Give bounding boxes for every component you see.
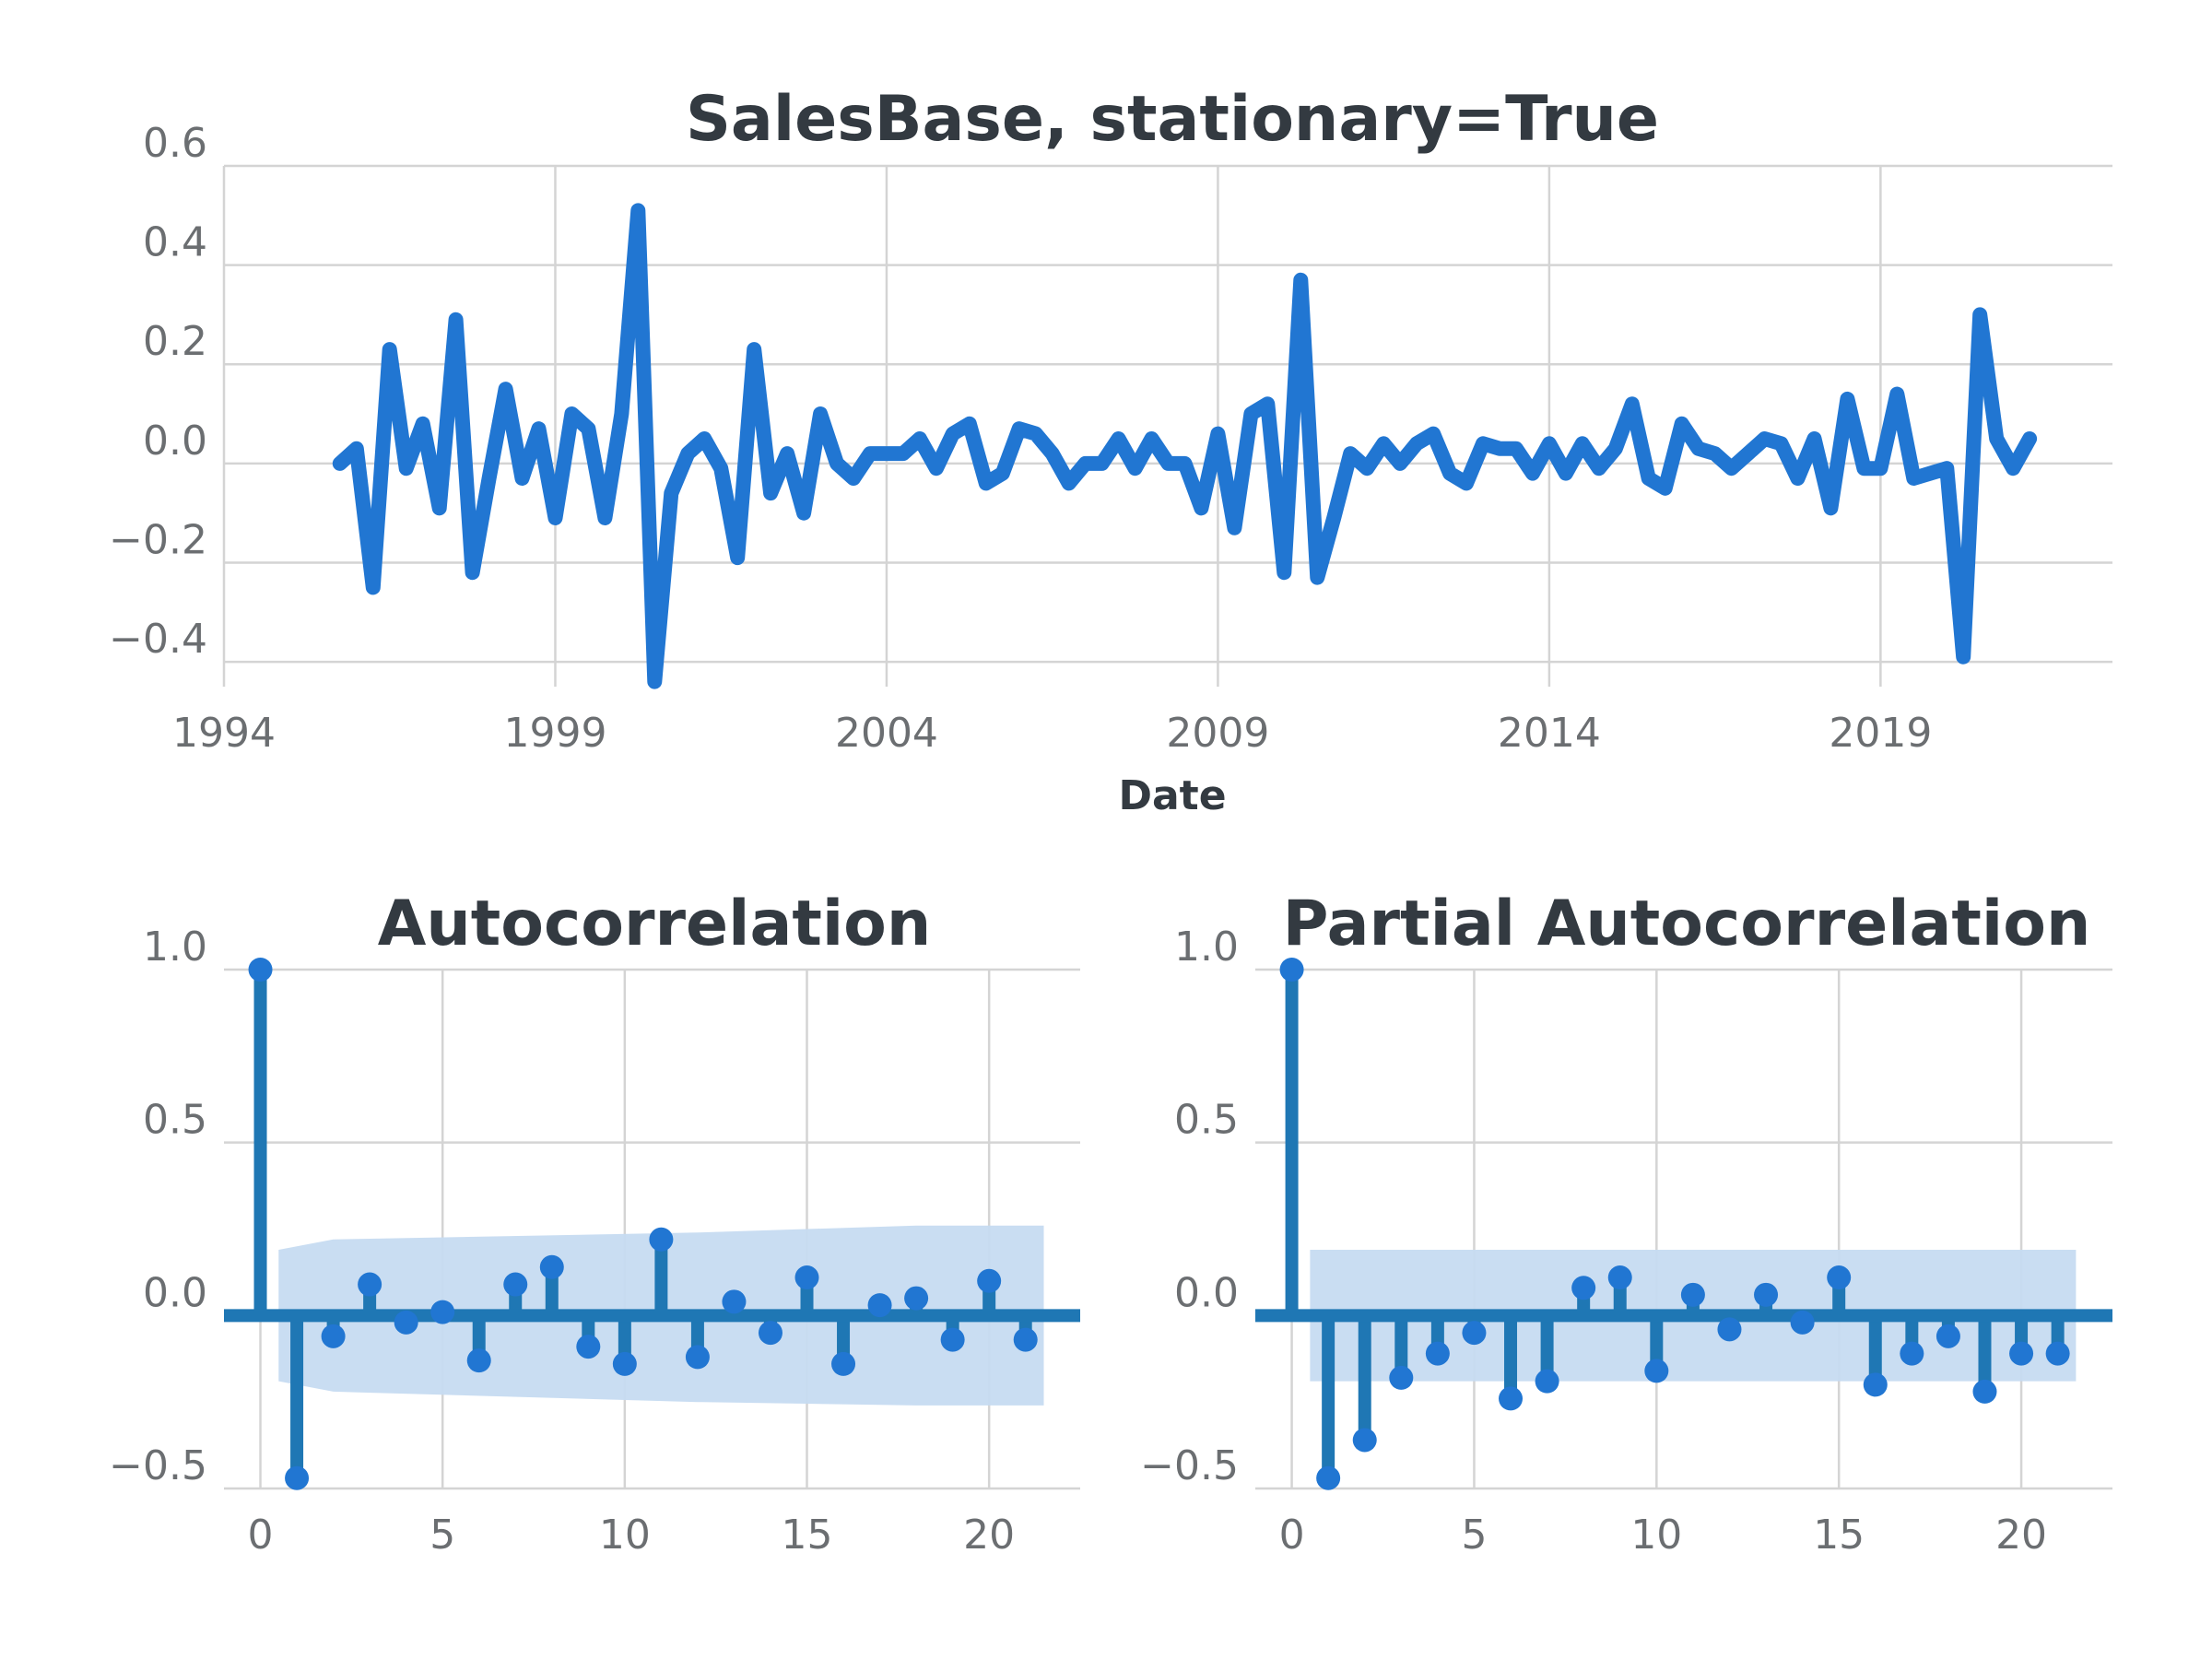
pacf-marker xyxy=(1827,1265,1852,1290)
timeseries-y-tick-label: 0.0 xyxy=(143,418,207,465)
timeseries-y-tick-label: 0.2 xyxy=(143,318,207,365)
acf-marker xyxy=(466,1348,491,1373)
acf-marker xyxy=(394,1310,418,1335)
timeseries-x-axis-label: Date xyxy=(1118,772,1226,819)
pacf-marker xyxy=(1571,1276,1596,1300)
acf-marker xyxy=(321,1324,346,1348)
pacf-marker xyxy=(1790,1310,1815,1335)
acf-x-tick-label: 15 xyxy=(782,1512,833,1559)
acf-marker xyxy=(1013,1327,1038,1352)
timeseries-x-tick-label: 1994 xyxy=(172,710,276,757)
pacf-marker xyxy=(1279,958,1304,982)
acf-marker xyxy=(539,1254,564,1279)
acf-y-tick-label: 0.0 xyxy=(143,1269,207,1316)
pacf-marker xyxy=(1499,1386,1524,1411)
pacf-marker xyxy=(1535,1369,1559,1394)
acf-y-tick-label: −0.5 xyxy=(109,1442,207,1489)
acf-marker xyxy=(612,1351,637,1376)
pacf-marker xyxy=(1425,1341,1450,1366)
timeseries-panel: SalesBase, stationary=True Date 1994 1999… xyxy=(109,83,2112,819)
pacf-marker xyxy=(1754,1282,1779,1307)
pacf-x-tick-label: 0 xyxy=(1279,1512,1305,1559)
acf-marker xyxy=(940,1327,965,1352)
pacf-y-tick-label: −0.5 xyxy=(1140,1442,1239,1489)
pacf-y-tick-label: 0.5 xyxy=(1174,1097,1239,1144)
acf-marker xyxy=(649,1227,674,1252)
timeseries-x-tick-label: 1999 xyxy=(503,710,606,757)
pacf-marker xyxy=(1936,1324,1960,1348)
pacf-marker xyxy=(1972,1379,1997,1404)
acf-marker xyxy=(867,1293,892,1318)
acf-x-tick-label: 20 xyxy=(963,1512,1015,1559)
acf-marker xyxy=(285,1465,310,1490)
timeseries-series-line xyxy=(332,203,2038,689)
acf-marker xyxy=(248,958,273,982)
pacf-panel: Partial Autocorrelation 0 5 10 15 20 1.0 0.5 0.… xyxy=(1140,888,2112,1559)
timeseries-y-tick-label: −0.4 xyxy=(109,616,207,663)
timeseries-x-tick-label: 2009 xyxy=(1166,710,1269,757)
acf-marker xyxy=(722,1289,747,1314)
pacf-marker xyxy=(1717,1317,1742,1342)
acf-marker xyxy=(358,1272,382,1297)
pacf-marker xyxy=(2009,1341,2034,1366)
acf-x-tick-label: 0 xyxy=(248,1512,274,1559)
acf-x-tick-label: 10 xyxy=(599,1512,651,1559)
acf-title: Autocorrelation xyxy=(378,888,932,960)
timeseries-y-tick-label: 0.4 xyxy=(143,219,207,266)
pacf-marker xyxy=(1863,1372,1888,1397)
acf-panel: Autocorrelation 0 5 10 15 20 1.0 0.5 0.0 −0.5 xyxy=(109,888,1080,1559)
pacf-marker xyxy=(1389,1365,1414,1390)
pacf-y-tick-label: 0.0 xyxy=(1174,1269,1239,1316)
pacf-x-tick-label: 5 xyxy=(1461,1512,1487,1559)
acf-marker xyxy=(430,1300,455,1324)
pacf-marker xyxy=(2045,1341,2070,1366)
acf-marker xyxy=(977,1268,1002,1293)
pacf-marker xyxy=(1680,1282,1705,1307)
pacf-marker xyxy=(1900,1341,1924,1366)
acf-marker xyxy=(503,1272,528,1297)
timeseries-y-tick-label: 0.6 xyxy=(143,120,207,167)
acf-marker xyxy=(831,1351,856,1376)
pacf-marker xyxy=(1352,1428,1377,1453)
pacf-y-tick-label: 1.0 xyxy=(1174,924,1239,971)
timeseries-title: SalesBase, stationary=True xyxy=(686,83,1659,156)
timeseries-y-tick-label: −0.2 xyxy=(109,516,207,563)
pacf-title: Partial Autocorrelation xyxy=(1283,888,2091,960)
timeseries-x-tick-label: 2019 xyxy=(1829,710,1932,757)
pacf-x-tick-label: 15 xyxy=(1813,1512,1865,1559)
acf-marker xyxy=(904,1286,929,1311)
pacf-x-tick-label: 20 xyxy=(1995,1512,2047,1559)
acf-y-tick-label: 1.0 xyxy=(143,924,207,971)
pacf-marker xyxy=(1316,1465,1341,1490)
acf-marker xyxy=(758,1321,782,1346)
acf-x-tick-label: 5 xyxy=(429,1512,455,1559)
timeseries-x-tick-label: 2014 xyxy=(1498,710,1601,757)
acf-marker xyxy=(576,1335,601,1359)
acf-y-tick-label: 0.5 xyxy=(143,1097,207,1144)
pacf-x-tick-label: 10 xyxy=(1630,1512,1682,1559)
pacf-marker xyxy=(1462,1321,1487,1346)
acf-marker xyxy=(794,1265,819,1290)
timeseries-x-tick-label: 2004 xyxy=(835,710,938,757)
pacf-marker xyxy=(1644,1359,1669,1383)
pacf-marker xyxy=(1607,1265,1632,1290)
acf-marker xyxy=(685,1345,710,1370)
